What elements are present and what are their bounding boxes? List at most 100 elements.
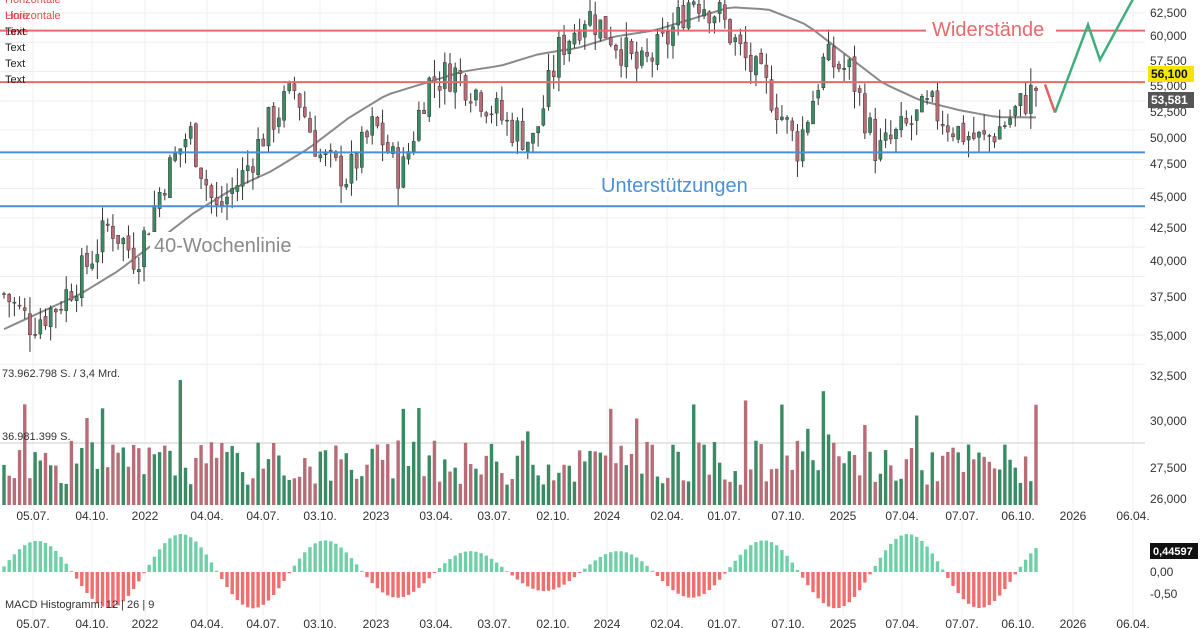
macd-bar bbox=[728, 567, 732, 572]
volume-bar bbox=[100, 408, 105, 505]
volume-bar bbox=[650, 444, 654, 505]
volume-bar bbox=[940, 455, 945, 505]
volume-bar bbox=[894, 480, 898, 505]
candle-body bbox=[826, 43, 831, 61]
volume-bar bbox=[743, 400, 748, 505]
macd-last-value: 0,44597 bbox=[1153, 546, 1193, 558]
volume-bar bbox=[225, 451, 229, 505]
volume-bar bbox=[873, 481, 877, 505]
candle-body bbox=[837, 63, 841, 70]
candle-body bbox=[920, 95, 924, 113]
macd-bar bbox=[437, 567, 442, 572]
support-label[interactable]: Unterstützungen bbox=[601, 175, 748, 197]
macd-bar bbox=[536, 572, 540, 591]
volume-bar bbox=[982, 456, 986, 505]
macd-bar bbox=[738, 554, 743, 572]
x-tick-label: 2025 bbox=[830, 509, 857, 523]
macd-bar bbox=[484, 555, 488, 572]
resistance-label-bg bbox=[926, 14, 1056, 42]
candle-body bbox=[220, 201, 224, 206]
volume-bar bbox=[240, 472, 245, 505]
macd-bar bbox=[541, 572, 546, 591]
macd-bar bbox=[515, 572, 520, 580]
macd-bar bbox=[157, 549, 162, 572]
volume-bar bbox=[380, 459, 385, 505]
candle-body bbox=[748, 55, 753, 72]
volume-bar bbox=[961, 472, 966, 505]
legend-item-horizontal-line-2[interactable]: Horizontale Linie bbox=[5, 10, 61, 38]
legend-item-text-1[interactable]: Text bbox=[5, 26, 26, 38]
macd-bar bbox=[526, 572, 530, 587]
volume-bar bbox=[702, 444, 706, 505]
macd-bar bbox=[80, 572, 84, 587]
volume-histogram bbox=[2, 380, 1038, 505]
legend-item-horizontal-line-1[interactable]: Horizontale Linie bbox=[5, 0, 61, 22]
resistance-label[interactable]: Widerstände bbox=[932, 19, 1044, 41]
moving-average-40w-line bbox=[3, 6, 1036, 331]
volume-bar bbox=[277, 455, 281, 505]
volume-bar bbox=[80, 447, 84, 505]
y-tick-label: 50,000 bbox=[1150, 131, 1187, 145]
volume-bar bbox=[396, 440, 400, 505]
macd-bar bbox=[7, 560, 11, 572]
volume-bar bbox=[536, 475, 540, 505]
volume-bar bbox=[33, 452, 37, 505]
candle-body bbox=[271, 105, 276, 130]
macd-bar bbox=[17, 549, 22, 572]
macd-bar bbox=[894, 538, 898, 572]
volume-bar bbox=[1023, 456, 1028, 505]
macd-bar bbox=[23, 545, 27, 572]
macd-bar bbox=[997, 572, 1002, 596]
macd-bar bbox=[759, 540, 763, 572]
candle-body bbox=[1029, 84, 1033, 114]
volume-bar bbox=[759, 444, 763, 505]
candle-body bbox=[204, 179, 209, 186]
ma-label[interactable]: 40-Wochenlinie bbox=[154, 235, 292, 257]
volume-bar bbox=[842, 463, 846, 505]
candle-body bbox=[22, 307, 27, 311]
candle-body bbox=[997, 126, 1002, 140]
volume-bar bbox=[603, 455, 608, 505]
macd-bar bbox=[43, 542, 48, 572]
candle-body bbox=[251, 166, 255, 173]
ma-label-bg bbox=[150, 232, 298, 258]
volume-bar bbox=[624, 465, 629, 505]
macd-bar bbox=[469, 551, 473, 572]
y-tick-label: 60,000 bbox=[1150, 29, 1187, 43]
legend-item-text-2[interactable]: Text bbox=[5, 42, 26, 54]
volume-bar bbox=[780, 404, 784, 505]
x-tick-label: 2025 bbox=[830, 617, 857, 628]
candle-body bbox=[468, 101, 473, 104]
projection-green-line bbox=[1053, 0, 1134, 113]
volume-bar bbox=[157, 452, 162, 505]
volume-bar bbox=[925, 484, 929, 505]
macd-bar bbox=[417, 572, 421, 588]
candle-body bbox=[54, 308, 58, 313]
volume-bar bbox=[448, 471, 452, 505]
volume-bar bbox=[95, 468, 100, 505]
volume-bar bbox=[951, 447, 955, 505]
macd-bar bbox=[90, 572, 94, 599]
macd-bar bbox=[448, 559, 452, 572]
candle-body bbox=[7, 294, 11, 303]
legend-item-text-4[interactable]: Text bbox=[5, 74, 26, 86]
macd-bar bbox=[313, 543, 317, 572]
legend-item-text-3[interactable]: Text bbox=[5, 58, 26, 70]
candle-body bbox=[629, 40, 634, 55]
volume-bar bbox=[837, 456, 841, 505]
candle-body bbox=[878, 140, 883, 160]
macd-bar bbox=[743, 549, 748, 572]
macd-bar bbox=[873, 565, 877, 572]
candle-body bbox=[640, 50, 644, 66]
volume-bar bbox=[443, 459, 447, 505]
x-tick-label: 2022 bbox=[132, 509, 159, 523]
candle-body bbox=[899, 116, 903, 131]
volume-bar bbox=[17, 450, 22, 505]
macd-bar bbox=[702, 572, 706, 594]
x-tick-label: 04.07. bbox=[246, 509, 279, 523]
candle-body bbox=[982, 130, 986, 135]
macd-bar bbox=[811, 572, 815, 593]
candle-body bbox=[831, 46, 836, 68]
volume-bar bbox=[655, 476, 660, 505]
candle-body bbox=[925, 98, 929, 100]
